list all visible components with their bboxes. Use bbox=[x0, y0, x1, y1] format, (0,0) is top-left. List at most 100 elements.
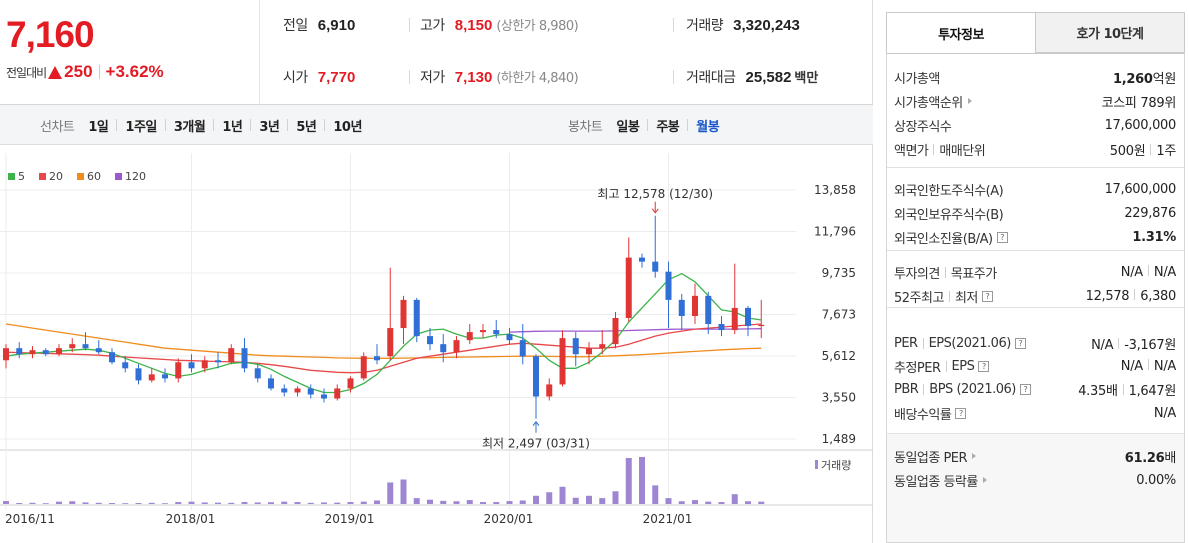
volume-bar bbox=[546, 492, 553, 504]
volume-bar bbox=[3, 501, 9, 504]
period-10y[interactable]: 10년 bbox=[333, 119, 362, 135]
volume-bar bbox=[360, 501, 367, 504]
candle-monthly[interactable]: 월봉 bbox=[696, 119, 720, 135]
period-1d[interactable]: 1일 bbox=[88, 119, 109, 135]
divider bbox=[213, 119, 215, 131]
help-icon[interactable]: ? bbox=[978, 360, 990, 372]
volume-bar bbox=[95, 502, 102, 504]
low-price: 저가 7,130 (하한가 4,840) bbox=[420, 67, 579, 87]
foreign-rate-row: 외국인소진율(B/A)? 1.31% bbox=[894, 225, 1176, 249]
volume-bar bbox=[109, 503, 115, 504]
per-row: PER EPS(2021.06)? N/A -3,167원 bbox=[894, 331, 1176, 355]
price-chart[interactable]: 5 20 60 120 13,858 11,796 9,735 7,673 5,612 3,55… bbox=[0, 145, 873, 543]
volume-bar bbox=[731, 494, 738, 504]
volume-bar bbox=[572, 497, 579, 504]
volume-bar bbox=[29, 502, 36, 504]
tab-order-book[interactable]: 호가 10단계 bbox=[1036, 12, 1185, 53]
opinion-section: 투자의견 목표주가 N/A N/A 52주최고 최저? 12,578 6,380 bbox=[887, 251, 1184, 308]
amount-unit: 백만 bbox=[794, 71, 819, 86]
candle-body bbox=[360, 356, 367, 379]
trade-amount: 거래대금 25,582 백만 bbox=[686, 67, 818, 87]
volume-bar bbox=[307, 502, 314, 504]
volume-bar bbox=[533, 495, 539, 504]
y-tick-label: 13,858 bbox=[814, 183, 856, 197]
candle-body bbox=[493, 330, 500, 335]
volume-bar bbox=[254, 502, 261, 504]
help-icon[interactable]: ? bbox=[981, 290, 993, 302]
help-icon[interactable]: ? bbox=[996, 231, 1008, 243]
legend-label: 120 bbox=[125, 170, 146, 183]
volume-bar bbox=[188, 501, 195, 504]
legend-swatch bbox=[8, 173, 15, 180]
divider bbox=[647, 119, 649, 131]
volume-bar bbox=[519, 500, 526, 504]
candle-body bbox=[268, 378, 274, 389]
candle-body bbox=[572, 338, 579, 355]
ma-line-ma60 bbox=[5, 323, 762, 359]
period-3m[interactable]: 3개월 bbox=[173, 119, 206, 135]
period-1y[interactable]: 1년 bbox=[222, 119, 243, 135]
per-label[interactable]: PER EPS(2021.06)? bbox=[894, 336, 1026, 351]
help-icon[interactable]: ? bbox=[1019, 383, 1031, 395]
candle-body bbox=[453, 340, 460, 353]
volume-bar bbox=[718, 502, 725, 504]
volume-legend-swatch bbox=[815, 460, 818, 469]
candle-body bbox=[731, 307, 738, 331]
x-tick-label: 2016/11 bbox=[5, 512, 55, 526]
candle-body bbox=[215, 360, 221, 363]
tab-investment-info[interactable]: 투자정보 bbox=[886, 12, 1036, 53]
volume-bar bbox=[281, 501, 288, 504]
candle-body bbox=[175, 362, 182, 379]
high-label: 고가 bbox=[420, 18, 445, 34]
volume-bar bbox=[201, 502, 208, 504]
up-triangle-icon bbox=[48, 65, 63, 79]
volume-bar bbox=[745, 501, 751, 504]
period-5y[interactable]: 5년 bbox=[296, 119, 317, 135]
open-label: 시가 bbox=[283, 70, 308, 86]
volume-bar bbox=[148, 502, 155, 504]
open-value: 7,770 bbox=[317, 69, 356, 86]
candle-daily[interactable]: 일봉 bbox=[616, 119, 640, 135]
period-1w[interactable]: 1주일 bbox=[125, 119, 157, 135]
est-per-label[interactable]: 추정PER EPS? bbox=[894, 357, 990, 376]
candle-body bbox=[692, 295, 698, 316]
volume-bar bbox=[625, 457, 632, 504]
candle-body bbox=[559, 338, 566, 385]
period-3y[interactable]: 3년 bbox=[259, 119, 280, 135]
x-tick-label: 2020/01 bbox=[484, 512, 534, 526]
candle-body bbox=[241, 348, 248, 369]
w52-label[interactable]: 52주최고 최저? bbox=[894, 287, 993, 306]
candlestick-chart[interactable]: 5 20 60 120 13,858 11,796 9,735 7,673 5,612 3,55… bbox=[0, 145, 873, 543]
pbr-label[interactable]: PBR BPS (2021.06)? bbox=[894, 382, 1031, 397]
candle-body bbox=[519, 340, 526, 357]
candle-body bbox=[254, 368, 261, 379]
info-tabs: 투자정보 호가 10단계 bbox=[886, 12, 1185, 53]
foreign-rate-label[interactable]: 외국인소진율(B/A)? bbox=[894, 228, 1008, 247]
caret-right-icon bbox=[982, 477, 987, 483]
candle-body bbox=[281, 388, 288, 393]
volume-bar bbox=[559, 486, 566, 504]
candle-weekly[interactable]: 주봉 bbox=[656, 119, 680, 135]
volume-bar bbox=[758, 501, 765, 504]
w52-value: 12,578 6,380 bbox=[1085, 288, 1176, 304]
industry-rate-label[interactable]: 동일업종 등락률 bbox=[894, 471, 987, 490]
volume-bar bbox=[665, 498, 672, 504]
quote-summary: 7,160 전일대비 250 +3.62% 전일 6,910 고가 8,150 … bbox=[0, 0, 873, 105]
market-cap-value: 1,260억원 bbox=[1113, 71, 1176, 87]
candle-body bbox=[56, 348, 62, 355]
amount-value: 25,582 bbox=[745, 69, 792, 86]
help-icon[interactable]: ? bbox=[1014, 337, 1026, 349]
y-tick-label: 5,612 bbox=[822, 349, 856, 363]
volume-bar bbox=[639, 456, 645, 504]
ma-line-ma20 bbox=[5, 323, 762, 374]
volume-bar bbox=[241, 502, 248, 504]
prev-close: 전일 6,910 bbox=[283, 15, 355, 35]
industry-per-label[interactable]: 동일업종 PER bbox=[894, 447, 977, 466]
y-tick-label: 7,673 bbox=[822, 308, 856, 322]
line-chart-periods: 선차트 1일 1주일 3개월 1년 3년 5년 10년 bbox=[40, 105, 362, 145]
help-icon[interactable]: ? bbox=[955, 407, 967, 419]
volume-bar bbox=[347, 502, 354, 504]
cap-rank-label[interactable]: 시가총액순위 bbox=[894, 92, 972, 111]
dividend-label[interactable]: 배당수익률? bbox=[894, 404, 967, 423]
volume-bar bbox=[215, 502, 221, 504]
